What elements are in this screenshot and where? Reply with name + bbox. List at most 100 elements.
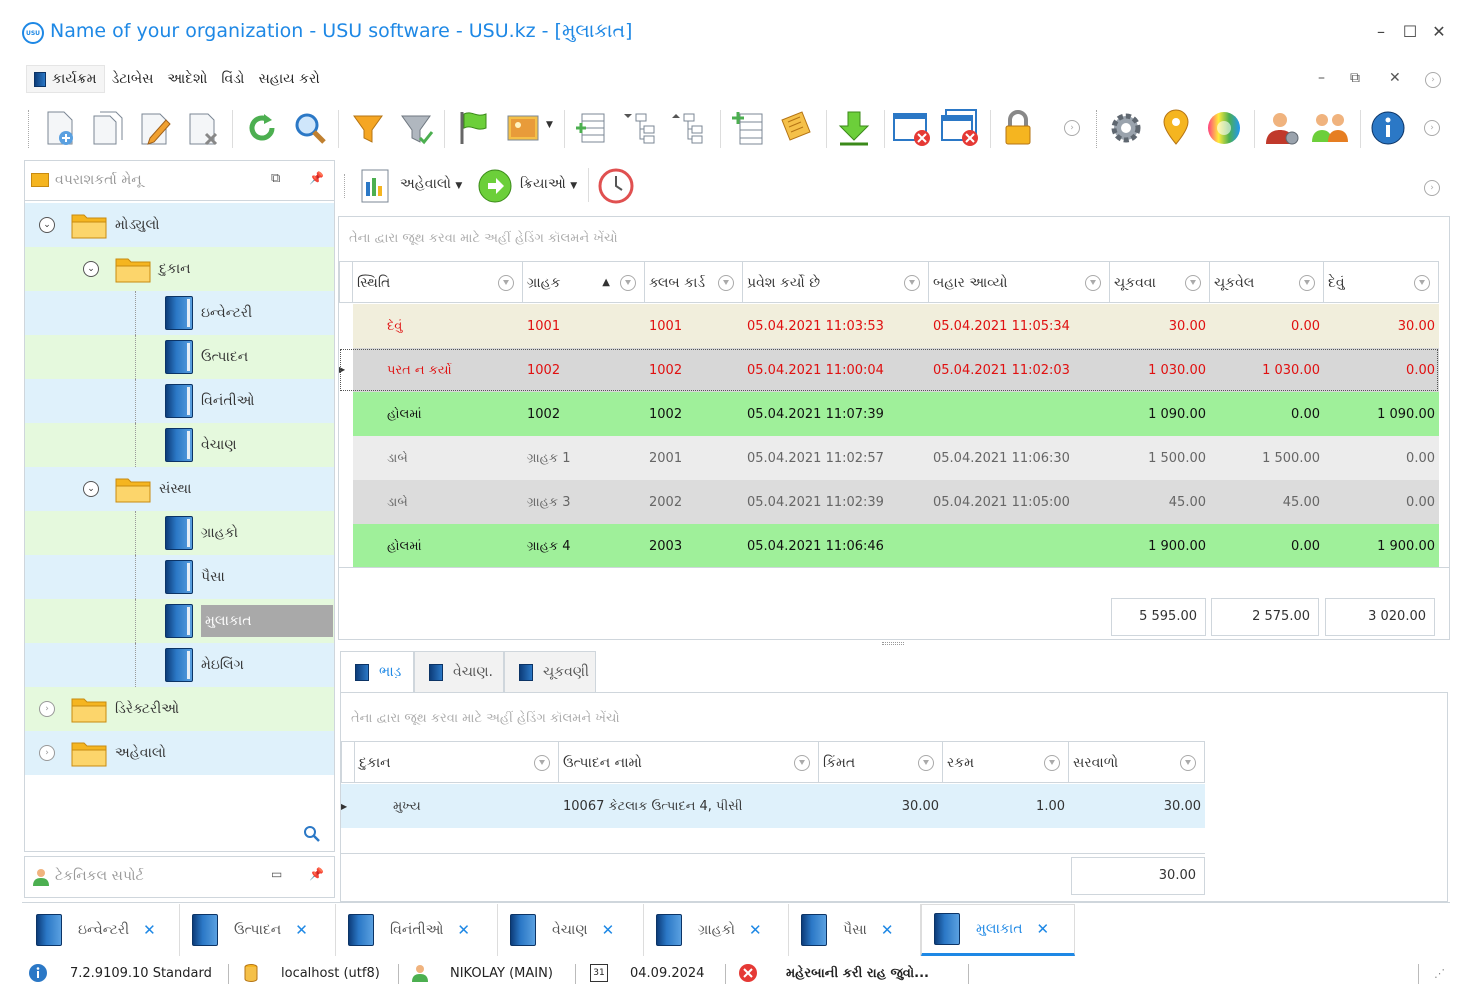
col-header-status[interactable]: સ્થિતિ (353, 262, 523, 302)
mdi-close-button[interactable]: ✕ (1389, 70, 1401, 86)
filter-icon[interactable] (1085, 275, 1101, 291)
window-tab[interactable]: પૈસા ✕ (789, 904, 921, 956)
tree-item[interactable]: વિનંતીઓ (25, 379, 334, 423)
table-row[interactable]: ડાબે ગ્રાહક 1 2001 05.04.2021 11:02:57 05.04… (339, 436, 1439, 480)
col-header-exited[interactable]: બહાર આવ્યો (929, 262, 1110, 302)
close-tab-icon[interactable]: ✕ (295, 921, 308, 939)
filter-icon[interactable] (1414, 275, 1430, 291)
filter-icon[interactable] (1180, 755, 1196, 771)
filter-icon[interactable] (1044, 755, 1060, 771)
tree-item[interactable]: ઉત્પાદન (25, 335, 334, 379)
add-row-icon[interactable] (728, 108, 768, 148)
collapse-icon[interactable]: ⌄ (83, 481, 99, 497)
menu-overflow-icon[interactable]: › (1425, 72, 1441, 88)
window-tab[interactable]: ઉત્પાદન ✕ (180, 904, 336, 956)
location-pin-icon[interactable] (1156, 108, 1196, 148)
col-header-to-pay[interactable]: ચૂકવવા (1110, 262, 1210, 302)
user-settings-icon[interactable] (1262, 108, 1302, 148)
close-tab-icon[interactable]: ✕ (1036, 920, 1050, 938)
filter-icon[interactable] (1299, 275, 1315, 291)
col-header-club-card[interactable]: ક્લબ કાર્ડ (645, 262, 743, 302)
filter-settings-icon[interactable] (396, 108, 436, 148)
minimize-panel-icon[interactable]: ▭ (271, 867, 283, 881)
tree-item[interactable]: ⌄ દુકાન (25, 247, 334, 291)
tab-rent[interactable]: ભાડ઼ (340, 651, 414, 693)
lock-icon[interactable] (998, 108, 1038, 148)
tree-item[interactable]: › અહેવાલો (25, 731, 334, 775)
download-icon[interactable] (834, 108, 874, 148)
tree-collapse-icon[interactable] (670, 108, 710, 148)
clock-icon[interactable] (598, 168, 634, 204)
tree-item[interactable]: વેચાણ (25, 423, 334, 467)
window-tab[interactable]: વિનંતીઓ ✕ (336, 904, 498, 956)
filter-icon[interactable] (620, 275, 636, 291)
filter-icon[interactable] (794, 755, 810, 771)
tree-item[interactable]: ગ્રાહકો (25, 511, 334, 555)
tech-support-panel[interactable]: ટેકનિકલ સપોર્ટ ▭ 📌 (24, 856, 335, 898)
flag-icon[interactable] (454, 108, 494, 148)
filter-icon[interactable] (918, 755, 934, 771)
menu-commands[interactable]: આદેશો (167, 71, 208, 87)
refresh-icon[interactable] (242, 108, 282, 148)
table-row[interactable]: દેવું 1001 1001 05.04.2021 11:03:53 05.04.20… (339, 304, 1439, 348)
window-tab[interactable]: ગ્રાહકો ✕ (644, 904, 789, 956)
menu-help[interactable]: સહાય કરો (258, 71, 320, 87)
delete-icon[interactable] (184, 108, 224, 148)
grid-toolbar-overflow-icon[interactable]: › (1424, 180, 1440, 196)
tab-payments[interactable]: ચૂકવણી (504, 651, 596, 693)
actions-dropdown[interactable]: ક્રિયાઓ ▼ (520, 176, 577, 192)
close-tab-icon[interactable]: ✕ (601, 921, 615, 939)
tree-item[interactable]: મેઇલિંગ (25, 643, 334, 687)
col-header-paid[interactable]: ચૂકવેલ (1210, 262, 1324, 302)
table-row[interactable]: ▶ મુખ્ય 10067 કેટલાક ઉત્પાદન 4, પીસી 30.… (341, 784, 1205, 828)
settings-gear-icon[interactable] (1106, 108, 1146, 148)
filter-icon[interactable] (534, 755, 550, 771)
splitter-handle[interactable] (882, 642, 904, 645)
table-row[interactable]: હોલમાં 1002 1002 05.04.2021 11:07:39 1 090.0… (339, 392, 1439, 436)
close-button[interactable]: ✕ (1432, 22, 1446, 41)
reports-icon[interactable] (360, 168, 390, 204)
filter-icon[interactable] (904, 275, 920, 291)
col-header-price[interactable]: કિંમત (819, 742, 943, 782)
collapse-icon[interactable]: ⌄ (39, 217, 55, 233)
tree-item[interactable]: મુલાકાત (25, 599, 334, 643)
minimize-button[interactable]: – (1377, 22, 1385, 41)
window-tab[interactable]: ઇન્વેન્ટરી ✕ (24, 904, 180, 956)
tree-item[interactable]: ⌄ સંસ્થા (25, 467, 334, 511)
add-column-icon[interactable] (572, 108, 612, 148)
search-icon[interactable] (290, 108, 330, 148)
col-header-debt[interactable]: દેવું (1324, 262, 1439, 302)
table-row[interactable]: ડાબે ગ્રાહક 3 2002 05.04.2021 11:02:39 05.04… (339, 480, 1439, 524)
tree-expand-icon[interactable] (622, 108, 662, 148)
resize-grip-icon[interactable]: ⋰ (1434, 966, 1445, 980)
maximize-button[interactable]: ☐ (1402, 22, 1418, 41)
edit-icon[interactable] (136, 108, 176, 148)
pin-icon[interactable]: 📌 (309, 867, 324, 881)
image-icon[interactable] (504, 108, 544, 148)
tree-search-icon[interactable] (303, 825, 321, 847)
close-tab-icon[interactable]: ✕ (880, 921, 894, 939)
info-icon[interactable] (1368, 108, 1408, 148)
toolbar-overflow-right-icon[interactable]: › (1424, 120, 1440, 136)
tree-item[interactable]: પૈસા (25, 555, 334, 599)
filter-icon[interactable] (348, 108, 388, 148)
col-header-entered[interactable]: પ્રવેશ કર્યો છે (743, 262, 929, 302)
tree-item[interactable]: ⌄ મોડ્યુલો (25, 203, 334, 247)
actions-play-icon[interactable] (478, 169, 512, 203)
menu-window[interactable]: વિંડો (221, 71, 245, 87)
reports-dropdown[interactable]: અહેવાલો ▼ (400, 176, 462, 192)
pin-icon[interactable]: 📌 (309, 171, 324, 185)
toolbar-overflow-icon[interactable]: › (1064, 120, 1080, 136)
color-wheel-icon[interactable] (1204, 108, 1244, 148)
menu-program[interactable]: કાર્યક્રમ (26, 65, 105, 93)
close-tab-icon[interactable]: ✕ (143, 921, 156, 939)
copy-icon[interactable] (88, 108, 128, 148)
new-record-icon[interactable] (40, 108, 80, 148)
col-header-qty[interactable]: રકમ (943, 742, 1069, 782)
image-dropdown-icon[interactable]: ▼ (546, 120, 553, 130)
menu-database[interactable]: ડેટાબેસ (111, 71, 154, 87)
col-header-shop[interactable]: દુકાન (355, 742, 559, 782)
filter-icon[interactable] (1185, 275, 1201, 291)
close-window-icon[interactable] (892, 108, 932, 148)
close-tab-icon[interactable]: ✕ (749, 921, 762, 939)
